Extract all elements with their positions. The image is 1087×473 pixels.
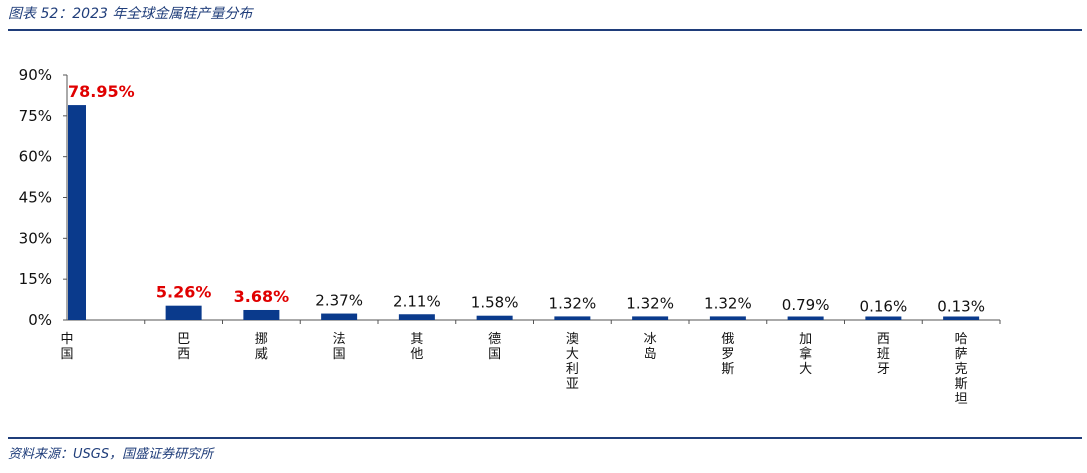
bar xyxy=(398,314,435,320)
data-label: 1.32% xyxy=(704,294,752,312)
x-category-label: 澳大利亚 xyxy=(566,331,579,392)
x-category-label: 法国 xyxy=(333,332,346,362)
data-label: 2.11% xyxy=(393,292,441,310)
data-label: 1.32% xyxy=(626,294,674,312)
x-category-label: 加拿大 xyxy=(799,332,812,377)
data-label: 0.16% xyxy=(860,298,908,316)
bar xyxy=(943,316,980,320)
y-tick-label: 15% xyxy=(19,270,52,288)
y-tick-label: 75% xyxy=(19,107,52,125)
data-label: 0.13% xyxy=(937,298,985,316)
x-category-label: 巴西 xyxy=(177,332,190,362)
x-category-label: 哈萨克斯坦 xyxy=(955,332,968,407)
y-tick-label: 0% xyxy=(28,311,52,329)
bar xyxy=(476,315,513,320)
y-tick-label: 90% xyxy=(19,66,52,84)
data-label: 5.26% xyxy=(156,283,212,302)
data-label: 78.95% xyxy=(68,82,135,101)
bar xyxy=(165,305,202,320)
y-tick-label: 60% xyxy=(19,148,52,166)
x-category-label: 俄罗斯 xyxy=(721,332,734,377)
bar xyxy=(554,316,591,320)
data-label: 1.32% xyxy=(549,294,597,312)
figure-title: 图表 52：2023 年全球金属硅产量分布 xyxy=(8,6,253,22)
x-category-label: 西班牙 xyxy=(877,332,890,377)
top-divider xyxy=(8,29,1082,31)
bar xyxy=(632,316,669,320)
bottom-divider xyxy=(8,437,1082,439)
x-category-label: 挪威 xyxy=(255,332,268,362)
x-category-label: 其他 xyxy=(410,332,423,362)
y-tick-label: 30% xyxy=(19,229,52,247)
x-category-label: 中国 xyxy=(60,332,73,362)
data-label: 2.37% xyxy=(315,292,363,310)
bar xyxy=(68,105,86,320)
figure-source: 资料来源：USGS，国盛证券研究所 xyxy=(8,447,214,462)
y-tick-label: 45% xyxy=(19,189,52,207)
data-label: 3.68% xyxy=(234,287,290,306)
x-category-label: 德国 xyxy=(488,332,501,362)
bar xyxy=(865,316,902,320)
bar xyxy=(787,316,824,320)
bar xyxy=(321,313,358,320)
data-label: 0.79% xyxy=(782,296,830,314)
bar xyxy=(709,316,746,320)
data-label: 1.58% xyxy=(471,294,519,312)
bar xyxy=(243,309,280,320)
x-category-label: 冰岛 xyxy=(644,332,657,362)
